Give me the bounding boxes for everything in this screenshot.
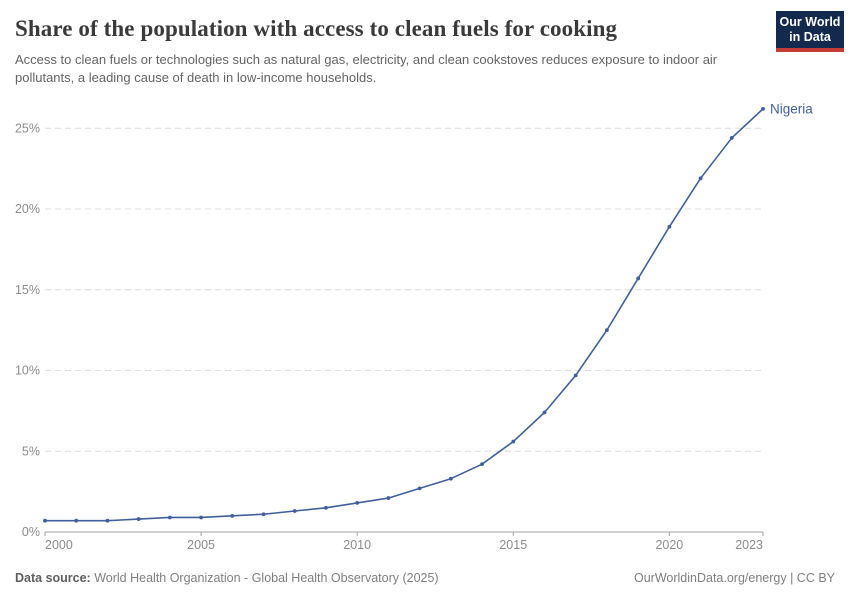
data-source-label: Data source: bbox=[15, 571, 91, 585]
owid-logo: Our World in Data bbox=[776, 11, 844, 52]
y-axis-tick-label: 10% bbox=[15, 364, 40, 378]
y-axis-tick-label: 20% bbox=[15, 202, 40, 216]
data-point bbox=[199, 515, 203, 520]
data-point bbox=[136, 517, 141, 521]
chart-subtitle: Access to clean fuels or technologies su… bbox=[15, 52, 718, 85]
data-point bbox=[417, 486, 422, 491]
data-point bbox=[698, 176, 703, 181]
data-point bbox=[230, 513, 235, 518]
x-axis-tick-label: 2000 bbox=[45, 538, 73, 552]
series-label[interactable]: Nigeria bbox=[770, 101, 813, 116]
data-point bbox=[480, 462, 484, 467]
y-axis-tick-label: 0% bbox=[22, 525, 40, 539]
data-source: Data source: World Health Organization -… bbox=[15, 571, 439, 585]
data-point bbox=[605, 328, 609, 333]
data-source-text: World Health Organization - Global Healt… bbox=[94, 571, 439, 585]
footer-rights-link[interactable]: OurWorldinData.org/energy | CC BY bbox=[633, 571, 835, 585]
data-point bbox=[511, 439, 516, 444]
x-axis-tick-label: 2005 bbox=[187, 538, 215, 552]
y-axis-tick-label: 25% bbox=[15, 121, 40, 135]
line-chart: 0% 5% 10% 15% 20% 25% 2000 2005 2010 2015 2020 2023… bbox=[15, 101, 813, 552]
x-axis-tick-label: 2010 bbox=[343, 538, 371, 552]
data-point bbox=[761, 106, 765, 111]
data-point bbox=[542, 410, 547, 415]
data-point bbox=[324, 505, 328, 510]
data-point bbox=[386, 496, 391, 500]
data-point bbox=[448, 476, 453, 481]
owid-logo-line1: Our World bbox=[779, 14, 841, 29]
owid-logo-line2: in Data bbox=[789, 29, 831, 44]
data-point bbox=[261, 512, 266, 517]
y-axis-tick-label: 15% bbox=[15, 283, 40, 297]
x-axis-tick-label: 2020 bbox=[655, 538, 683, 552]
y-axis-tick-label: 5% bbox=[22, 444, 40, 458]
data-point bbox=[167, 515, 172, 520]
data-point bbox=[105, 518, 110, 523]
data-point bbox=[292, 509, 297, 513]
data-point bbox=[74, 518, 79, 523]
x-axis-tick-label: 2023 bbox=[735, 538, 763, 552]
data-point bbox=[636, 276, 641, 281]
chart-footer: Data source: World Health Organization -… bbox=[15, 571, 835, 585]
data-point bbox=[43, 518, 47, 523]
data-point bbox=[667, 224, 672, 229]
data-line bbox=[44, 108, 764, 522]
data-point bbox=[355, 501, 360, 505]
x-axis-tick-label: 2015 bbox=[499, 538, 527, 552]
data-point bbox=[729, 136, 734, 140]
chart-header: Share of the population with access to c… bbox=[0, 0, 850, 87]
chart-title: Share of the population with access to c… bbox=[15, 16, 618, 41]
data-point bbox=[573, 373, 578, 378]
